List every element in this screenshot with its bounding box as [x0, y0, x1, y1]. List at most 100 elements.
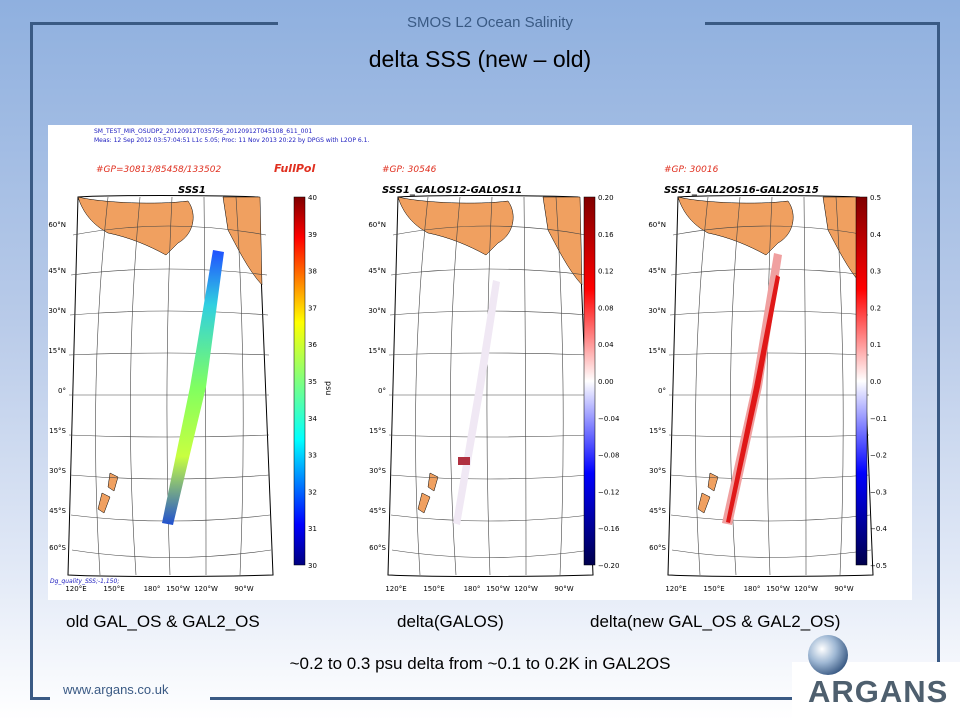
lat-label: 45°N — [368, 267, 386, 275]
figure-footnote: Dg_quality_SSS;-1,150; — [50, 578, 119, 585]
frame-bottom — [30, 697, 50, 700]
lat-label: 60°S — [369, 544, 386, 552]
colorbar-tick: 0.3 — [870, 268, 881, 276]
panel2-hotspot — [458, 457, 470, 465]
colorbar-tick: 37 — [308, 304, 317, 312]
colorbar-tick: 0.2 — [870, 304, 881, 312]
colorbar-tick: 38 — [308, 268, 317, 276]
panel1-colorbar — [293, 196, 306, 566]
panel2-colorbar — [583, 196, 596, 566]
panel1-swath — [162, 250, 224, 525]
lat-label: 0° — [658, 387, 666, 395]
colorbar-tick: 0.04 — [598, 341, 614, 349]
map-panel-sss1: #GP=30813/85458/133502 SSS1 psu — [67, 165, 333, 577]
figure-panel: SM_TEST_MIR_OSUDP2_20120912T035756_20120… — [48, 125, 912, 600]
lat-label: 45°S — [649, 507, 666, 515]
mode-label: FullPol — [274, 162, 315, 175]
lon-label: 150°W — [486, 585, 510, 593]
footer-url[interactable]: www.argans.co.uk — [63, 682, 169, 697]
lat-label: 60°N — [48, 221, 66, 229]
colorbar-tick: 0.1 — [870, 341, 881, 349]
lat-label: 30°N — [648, 307, 666, 315]
colorbar-tick: 36 — [308, 341, 317, 349]
colorbar-tick: −0.4 — [870, 525, 888, 533]
colorbar-tick: 0.20 — [598, 194, 614, 202]
frame-bottom-right — [210, 697, 792, 700]
lon-label: 90°W — [834, 585, 853, 593]
colorbar-tick: −0.04 — [598, 415, 620, 423]
frame-right — [937, 22, 940, 662]
lon-label: 180° — [744, 585, 761, 593]
colorbar-tick: 0.0 — [870, 378, 881, 386]
lat-label: 15°S — [649, 427, 666, 435]
lon-label: 120°W — [194, 585, 218, 593]
colorbar-tick: 0.00 — [598, 378, 614, 386]
colorbar-tick: −0.1 — [870, 415, 887, 423]
figure-meas-line: Meas: 12 Sep 2012 03:57:04:51 L1c 5.05; … — [94, 137, 369, 144]
lat-label: 45°S — [369, 507, 386, 515]
caption-middle: delta(GALOS) — [397, 612, 504, 631]
lat-label: 0° — [378, 387, 386, 395]
lon-label: 150°E — [423, 585, 444, 593]
lon-label: 120°E — [65, 585, 86, 593]
panel1-title: SSS1 — [178, 185, 206, 196]
colorbar-tick: −0.2 — [870, 452, 887, 460]
caption-left: old GAL_OS & GAL2_OS — [66, 612, 260, 631]
lon-label: 150°W — [166, 585, 190, 593]
lat-label: 60°S — [49, 544, 66, 552]
colorbar-tick: 34 — [308, 415, 317, 423]
colorbar-tick: −0.3 — [870, 488, 887, 496]
lon-label: 150°W — [766, 585, 790, 593]
colorbar-tick: −0.12 — [598, 488, 619, 496]
panel3-gp: #GP: 30016 — [664, 165, 719, 175]
lon-label: 120°W — [794, 585, 818, 593]
lat-label: 0° — [58, 387, 66, 395]
argans-logo-text: ARGANS — [808, 674, 949, 709]
lat-label: 45°N — [48, 267, 66, 275]
colorbar-tick: 0.08 — [598, 304, 614, 312]
summary-note: ~0.2 to 0.3 psu delta from ~0.1 to 0.2K … — [289, 654, 671, 673]
lat-label: 30°S — [649, 467, 666, 475]
lat-label: 15°N — [648, 347, 666, 355]
colorbar-tick: 0.5 — [870, 194, 881, 202]
colorbar-tick: −0.5 — [870, 562, 887, 570]
colorbar-tick: 39 — [308, 231, 317, 239]
lon-label: 90°W — [234, 585, 253, 593]
panel2-gp: #GP: 30546 — [382, 165, 437, 175]
lat-label: 30°S — [369, 467, 386, 475]
lat-label: 60°S — [649, 544, 666, 552]
frame-top-right — [705, 22, 940, 25]
colorbar-tick: 0.4 — [870, 231, 882, 239]
lon-label: 120°E — [385, 585, 406, 593]
panel1-gp: #GP=30813/85458/133502 — [96, 165, 221, 175]
colorbar-tick: −0.08 — [598, 452, 619, 460]
globe-icon — [808, 635, 848, 675]
lon-label: 150°E — [703, 585, 724, 593]
map-panel-galos: #GP: 30546 SSS1_GALOS12-GALOS11 — [382, 165, 596, 577]
header-subtitle: SMOS L2 Ocean Salinity — [407, 14, 573, 31]
colorbar-tick: 33 — [308, 452, 317, 460]
frame-left — [30, 22, 33, 700]
colorbar-tick: 0.12 — [598, 268, 614, 276]
colorbar-tick: −0.16 — [598, 525, 620, 533]
lat-label: 15°S — [49, 427, 66, 435]
colorbar-tick: 35 — [308, 378, 317, 386]
lat-label: 30°N — [48, 307, 66, 315]
colorbar-tick: −0.20 — [598, 562, 619, 570]
lat-label: 60°N — [648, 221, 666, 229]
colorbar-tick: 31 — [308, 525, 317, 533]
colorbar-tick: 40 — [308, 194, 317, 202]
frame-top-left — [30, 22, 278, 25]
panel1-cbar-label: psu — [324, 381, 333, 395]
colorbar-tick: 32 — [308, 488, 317, 496]
lon-label: 120°W — [514, 585, 538, 593]
colorbar-tick: 0.16 — [598, 231, 614, 239]
lat-label: 60°N — [368, 221, 386, 229]
panel3-colorbar — [855, 196, 868, 566]
panel3-swath-core — [726, 275, 780, 523]
colorbar-tick: 30 — [308, 562, 317, 570]
lat-label: 45°S — [49, 507, 66, 515]
lat-label: 30°N — [368, 307, 386, 315]
lon-label: 120°E — [665, 585, 686, 593]
panel3-title: SSS1_GAL2OS16-GAL2OS15 — [664, 185, 819, 196]
